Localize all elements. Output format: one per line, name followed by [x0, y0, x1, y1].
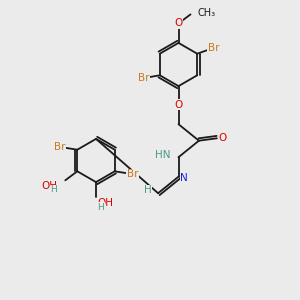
Text: N: N: [180, 173, 188, 183]
Text: Br: Br: [137, 73, 149, 83]
Text: H: H: [98, 202, 104, 211]
Text: OH: OH: [42, 181, 58, 191]
Text: O: O: [174, 18, 183, 28]
Text: CH₃: CH₃: [198, 8, 216, 18]
Text: O: O: [174, 100, 183, 110]
Text: O: O: [218, 133, 226, 143]
Text: H: H: [144, 185, 152, 195]
Text: H: H: [50, 185, 57, 194]
Text: Br: Br: [127, 169, 139, 179]
Text: Br: Br: [208, 43, 220, 53]
Text: OH: OH: [98, 198, 113, 208]
Text: Br: Br: [53, 142, 65, 152]
Text: HN: HN: [155, 150, 171, 160]
